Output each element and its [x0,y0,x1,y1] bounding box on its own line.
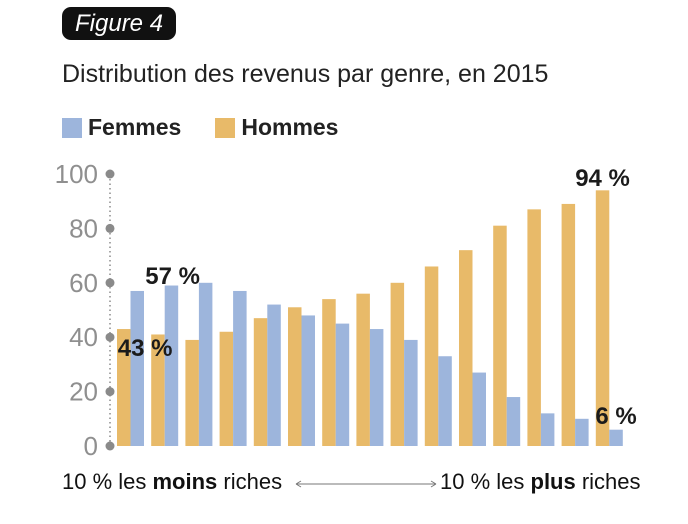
y-tick-dot [105,441,115,451]
bar-hommes [219,331,234,446]
x-label-left-pre: 10 % les [62,469,153,494]
x-label-right: 10 % les plus riches [440,469,641,495]
data-label: 6 % [595,403,636,430]
x-label-left: 10 % les moins riches [62,469,282,495]
bar-hommes [117,329,131,446]
y-tick-label: 0 [84,431,98,461]
bar-femmes [506,397,521,446]
x-label-right-bold: plus [530,469,576,494]
y-tick-dot [105,387,115,397]
bar-femmes [164,285,179,446]
bar-hommes [527,209,541,446]
bar-femmes [233,290,247,446]
bar-hommes [288,307,302,446]
bar-femmes [130,290,144,446]
x-label-right-post: riches [575,469,641,494]
bar-hommes [424,266,439,446]
legend-swatch-femmes [62,117,82,138]
y-tick-label: 40 [69,322,98,352]
bar-femmes [369,329,384,446]
bar-femmes [301,315,315,446]
bar-hommes [322,299,336,446]
bar-hommes [356,293,370,446]
bar-femmes [472,372,486,446]
legend-item-femmes: Femmes [62,114,181,141]
bar-femmes [267,304,281,446]
bar-hommes [595,190,610,446]
x-label-left-post: riches [217,469,283,494]
bar-hommes [561,203,576,446]
y-tick-dot [105,169,115,179]
y-tick-label: 100 [55,159,98,189]
x-label-left-bold: moins [152,469,218,494]
bar-femmes [438,356,452,446]
bar-hommes [493,225,507,446]
y-tick-label: 80 [69,213,98,243]
legend-item-hommes: Hommes [215,114,338,141]
bar-hommes [151,334,165,446]
y-tick-dot [105,223,115,233]
y-tick-label: 20 [69,377,98,407]
y-tick-label: 60 [69,268,98,298]
bar-femmes [609,429,623,446]
data-label: 94 % [575,165,630,192]
bar-femmes [540,413,555,446]
y-tick-dot [105,278,115,288]
legend-label-hommes: Hommes [241,114,339,140]
bar-hommes [253,318,268,446]
bar-femmes [198,282,213,446]
x-label-right-pre: 10 % les [440,469,531,494]
data-label: 43 % [118,335,173,362]
legend: Femmes Hommes [62,114,338,141]
bar-femmes [404,339,418,446]
figure-badge: Figure 4 [62,7,177,40]
bar-hommes [459,250,473,446]
bar-femmes [575,418,589,446]
chart-title: Distribution des revenus par genre, en 2… [62,60,549,88]
legend-swatch-hommes [215,117,236,138]
bar-hommes [390,282,405,446]
bar-femmes [335,323,350,446]
bar-hommes [185,339,199,446]
y-tick-dot [105,332,115,342]
data-label: 57 % [145,263,200,290]
legend-label-femmes: Femmes [88,114,182,140]
